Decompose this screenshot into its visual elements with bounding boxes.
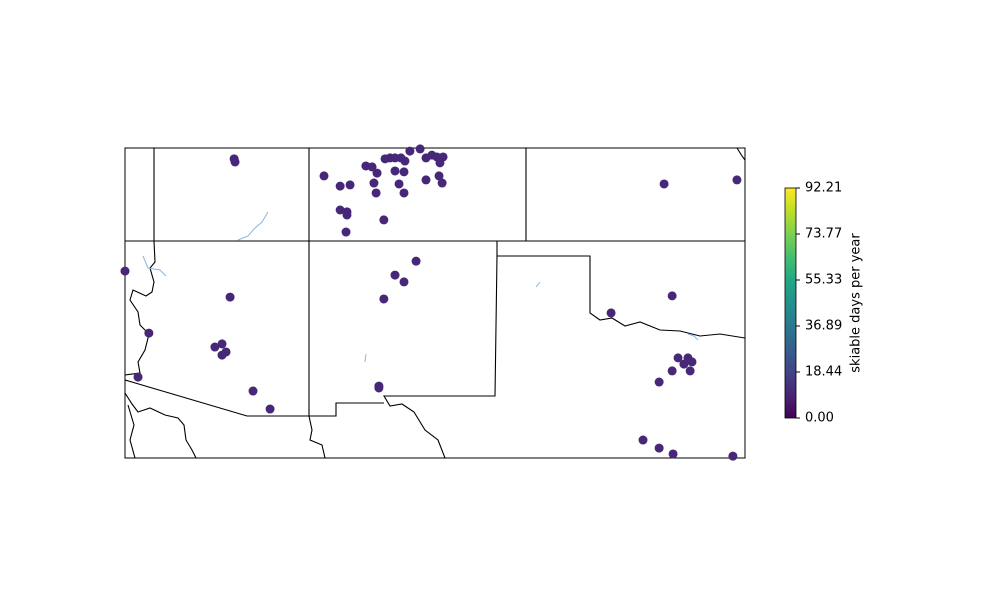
point (394, 179, 404, 189)
point (659, 179, 669, 189)
point (400, 156, 410, 166)
point (435, 158, 445, 168)
point (379, 215, 389, 225)
point (679, 359, 689, 369)
lake (364, 353, 367, 363)
point (399, 277, 409, 287)
point (217, 339, 227, 349)
point (265, 404, 275, 414)
map-borders (125, 148, 745, 458)
point (399, 188, 409, 198)
point (133, 372, 143, 382)
state-border (383, 255, 498, 458)
lake (237, 211, 269, 241)
colorbar-label: skiable days per year (849, 233, 864, 373)
point (217, 350, 227, 360)
point (673, 353, 683, 363)
point (668, 449, 678, 459)
colorbar-tick-label: 92.21 (805, 181, 842, 196)
lake (142, 255, 167, 277)
point (687, 357, 697, 367)
point (421, 175, 431, 185)
point (319, 171, 329, 181)
point (667, 291, 677, 301)
colorbar-tick-label: 18.44 (805, 365, 842, 380)
point (342, 210, 352, 220)
point (399, 167, 409, 177)
point (341, 227, 351, 237)
point (371, 188, 381, 198)
point (606, 308, 616, 318)
colorbar-tick-label: 73.77 (805, 226, 842, 241)
state-border (496, 241, 745, 339)
point (225, 292, 235, 302)
point (372, 168, 382, 178)
point (405, 146, 415, 156)
point (144, 328, 154, 338)
point (335, 205, 345, 215)
colorbar-tick-label: 36.89 (805, 318, 842, 333)
country-border (127, 404, 136, 458)
state-border (736, 148, 745, 161)
lake (687, 333, 699, 341)
point (248, 386, 258, 396)
point (638, 435, 648, 445)
point (390, 166, 400, 176)
point (415, 144, 425, 154)
point (374, 383, 384, 393)
point (437, 178, 447, 188)
country-border (125, 392, 197, 458)
point (230, 157, 240, 167)
colorbar-tick-label: 0.00 (805, 411, 834, 426)
country-border (125, 379, 326, 458)
point (728, 451, 738, 461)
point (345, 180, 355, 190)
point (120, 266, 130, 276)
lake (535, 281, 541, 288)
point (685, 366, 695, 376)
point (210, 342, 220, 352)
point (654, 377, 664, 387)
country-border (309, 402, 384, 417)
point (434, 171, 444, 181)
point (732, 175, 742, 185)
point (367, 162, 377, 172)
colorbar (784, 187, 797, 419)
state-border (125, 148, 156, 376)
point (335, 181, 345, 191)
colorbar-tick-label: 55.33 (805, 272, 842, 287)
point (390, 270, 400, 280)
point (411, 256, 421, 266)
map-frame (124, 147, 746, 459)
point (369, 178, 379, 188)
point (379, 294, 389, 304)
point (667, 366, 677, 376)
points (120, 144, 742, 461)
point (654, 443, 664, 453)
